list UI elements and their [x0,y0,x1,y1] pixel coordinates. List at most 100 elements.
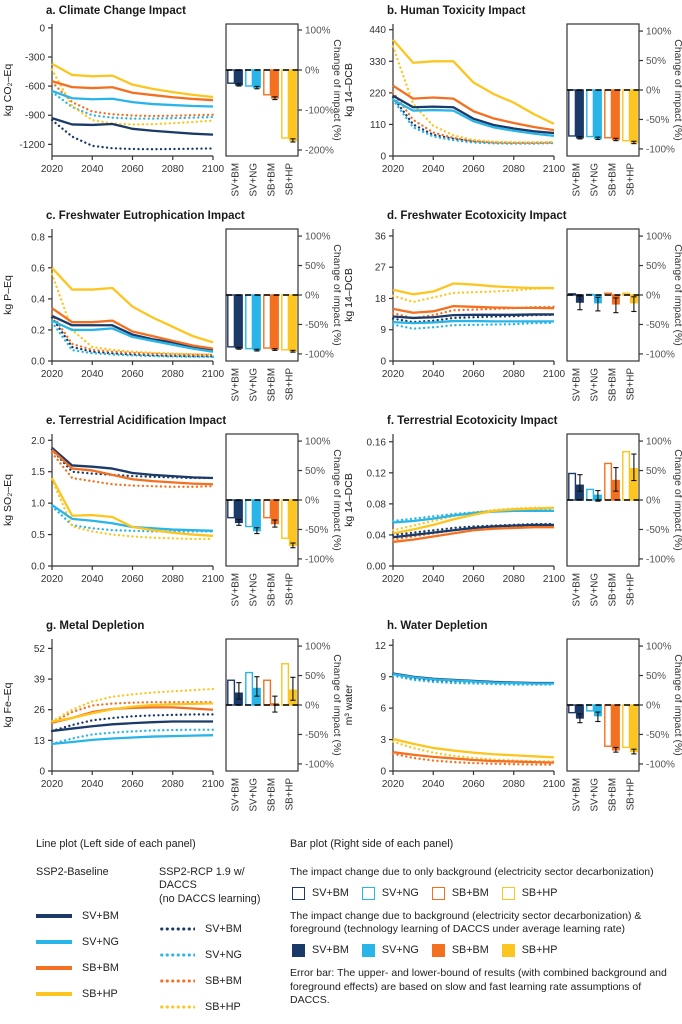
svg-text:-100%: -100% [646,349,675,360]
svg-text:0%: 0% [646,86,661,97]
bar-legend: Bar plot (Right side of each panel) The … [290,838,674,1020]
bar-legend-item: SV+NG [361,943,419,957]
svg-text:2020: 2020 [41,369,64,380]
filled-bar-swatch-SV+NG [361,943,375,957]
svg-text:0.0: 0.0 [31,357,45,368]
svg-text:0%: 0% [305,66,320,77]
svg-text:SV+NG: SV+NG [249,573,260,607]
bar-legend-item: SV+BM [292,886,349,900]
svg-text:SB+HP: SB+HP [626,778,637,811]
rcp-header: SSP2-RCP 1.9 w/ DACCS (no DACCS learning… [159,866,274,906]
svg-text:12: 12 [375,641,387,652]
svg-text:0: 0 [380,767,386,778]
svg-text:0: 0 [39,23,45,34]
svg-text:kg 14–DCB: kg 14–DCB [343,268,355,322]
legend-series-item: SV+NG [36,929,151,955]
svg-text:SB+BM: SB+BM [608,573,619,607]
svg-text:Change of impact (%): Change of impact (%) [672,244,682,346]
svg-text:SV+NG: SV+NG [590,778,601,812]
svg-text:0%: 0% [646,496,661,507]
svg-text:2060: 2060 [462,164,485,175]
svg-text:SB+BM: SB+BM [267,778,278,812]
svg-text:kg 14–DCB: kg 14–DCB [343,473,355,527]
svg-text:50%: 50% [305,466,325,477]
panel-f: f. Terrestrial Ecotoxicity Impact 0.16 0.1… [341,410,682,615]
svg-text:50%: 50% [646,56,666,67]
svg-text:2080: 2080 [162,369,185,380]
svg-text:2080: 2080 [503,164,526,175]
svg-text:SV+NG: SV+NG [590,573,601,607]
series-label: SV+BM [82,910,119,922]
svg-text:SV+NG: SV+NG [590,368,601,402]
bar-legend-label: SV+NG [381,944,419,957]
svg-text:0%: 0% [305,701,320,712]
svg-text:50%: 50% [646,671,666,682]
svg-text:2040: 2040 [81,164,104,175]
svg-text:-100%: -100% [646,554,675,565]
svg-text:Change of impact (%): Change of impact (%) [331,654,341,756]
svg-text:2100: 2100 [202,369,225,380]
svg-text:6: 6 [380,704,386,715]
svg-text:d. Freshwater Ecotoxicity Impa: d. Freshwater Ecotoxicity Impact [387,210,567,222]
svg-text:-100%: -100% [646,144,675,155]
series-line-swatch-SV+BM [159,927,195,932]
legend-series-item: SV+NG [159,942,274,968]
bar-legend-label: SB+HP [521,944,558,957]
svg-text:-600: -600 [25,82,45,93]
series-line-swatch-SB+BM [36,966,72,970]
svg-text:2080: 2080 [503,779,526,790]
svg-text:SV+BM: SV+BM [572,163,583,197]
svg-text:2040: 2040 [81,574,104,585]
outline-bar-swatch-SV+NG [361,886,375,900]
svg-text:2080: 2080 [503,574,526,585]
svg-text:2040: 2040 [81,369,104,380]
svg-text:2020: 2020 [41,164,64,175]
svg-text:SB+HP: SB+HP [285,368,296,401]
svg-text:2020: 2020 [41,779,64,790]
figure-legend: Line plot (Left side of each panel) SSP2… [0,820,682,1020]
svg-text:0.08: 0.08 [367,499,387,510]
series-label: SV+NG [205,949,242,962]
bar-legend-label: SB+BM [451,887,489,900]
svg-text:0.12: 0.12 [367,468,387,479]
svg-text:220: 220 [369,88,386,99]
svg-text:100%: 100% [305,232,331,243]
svg-text:440: 440 [369,25,386,36]
bar-legend-label: SV+BM [312,944,349,957]
svg-text:2040: 2040 [422,574,445,585]
svg-text:13: 13 [34,736,46,747]
svg-text:SV+NG: SV+NG [249,163,260,197]
svg-text:-50%: -50% [646,320,669,331]
svg-text:36: 36 [375,231,387,242]
svg-text:2100: 2100 [202,779,225,790]
svg-text:-50%: -50% [305,525,328,536]
svg-text:2060: 2060 [121,164,144,175]
svg-text:SB+BM: SB+BM [267,573,278,607]
svg-text:-100%: -100% [305,106,334,117]
svg-text:2080: 2080 [162,779,185,790]
svg-text:2100: 2100 [543,164,566,175]
line-legend-title: Line plot (Left side of each panel) [36,838,196,850]
svg-text:50%: 50% [646,261,666,272]
panel-c: c. Freshwater Eutrophication Impact 0.8 0.… [0,205,341,410]
svg-text:SB+HP: SB+HP [285,778,296,811]
svg-text:100%: 100% [305,642,331,653]
svg-text:SV+BM: SV+BM [572,573,583,607]
svg-text:2100: 2100 [202,164,225,175]
svg-text:0%: 0% [305,291,320,302]
svg-text:2060: 2060 [462,779,485,790]
svg-text:50%: 50% [305,671,325,682]
svg-text:0%: 0% [646,291,661,302]
legend-series-item: SB+BM [36,955,151,981]
svg-text:kg 14–DCB: kg 14–DCB [343,63,355,117]
svg-text:Change of impact (%): Change of impact (%) [672,654,682,756]
svg-text:2080: 2080 [162,164,185,175]
svg-text:2020: 2020 [382,369,405,380]
panel-b: b. Human Toxicity Impact 440 330 220 110 0 202… [341,0,682,205]
outline-bar-swatch-SV+BM [292,886,305,900]
svg-text:3: 3 [380,735,386,746]
svg-text:SV+BM: SV+BM [231,368,242,402]
